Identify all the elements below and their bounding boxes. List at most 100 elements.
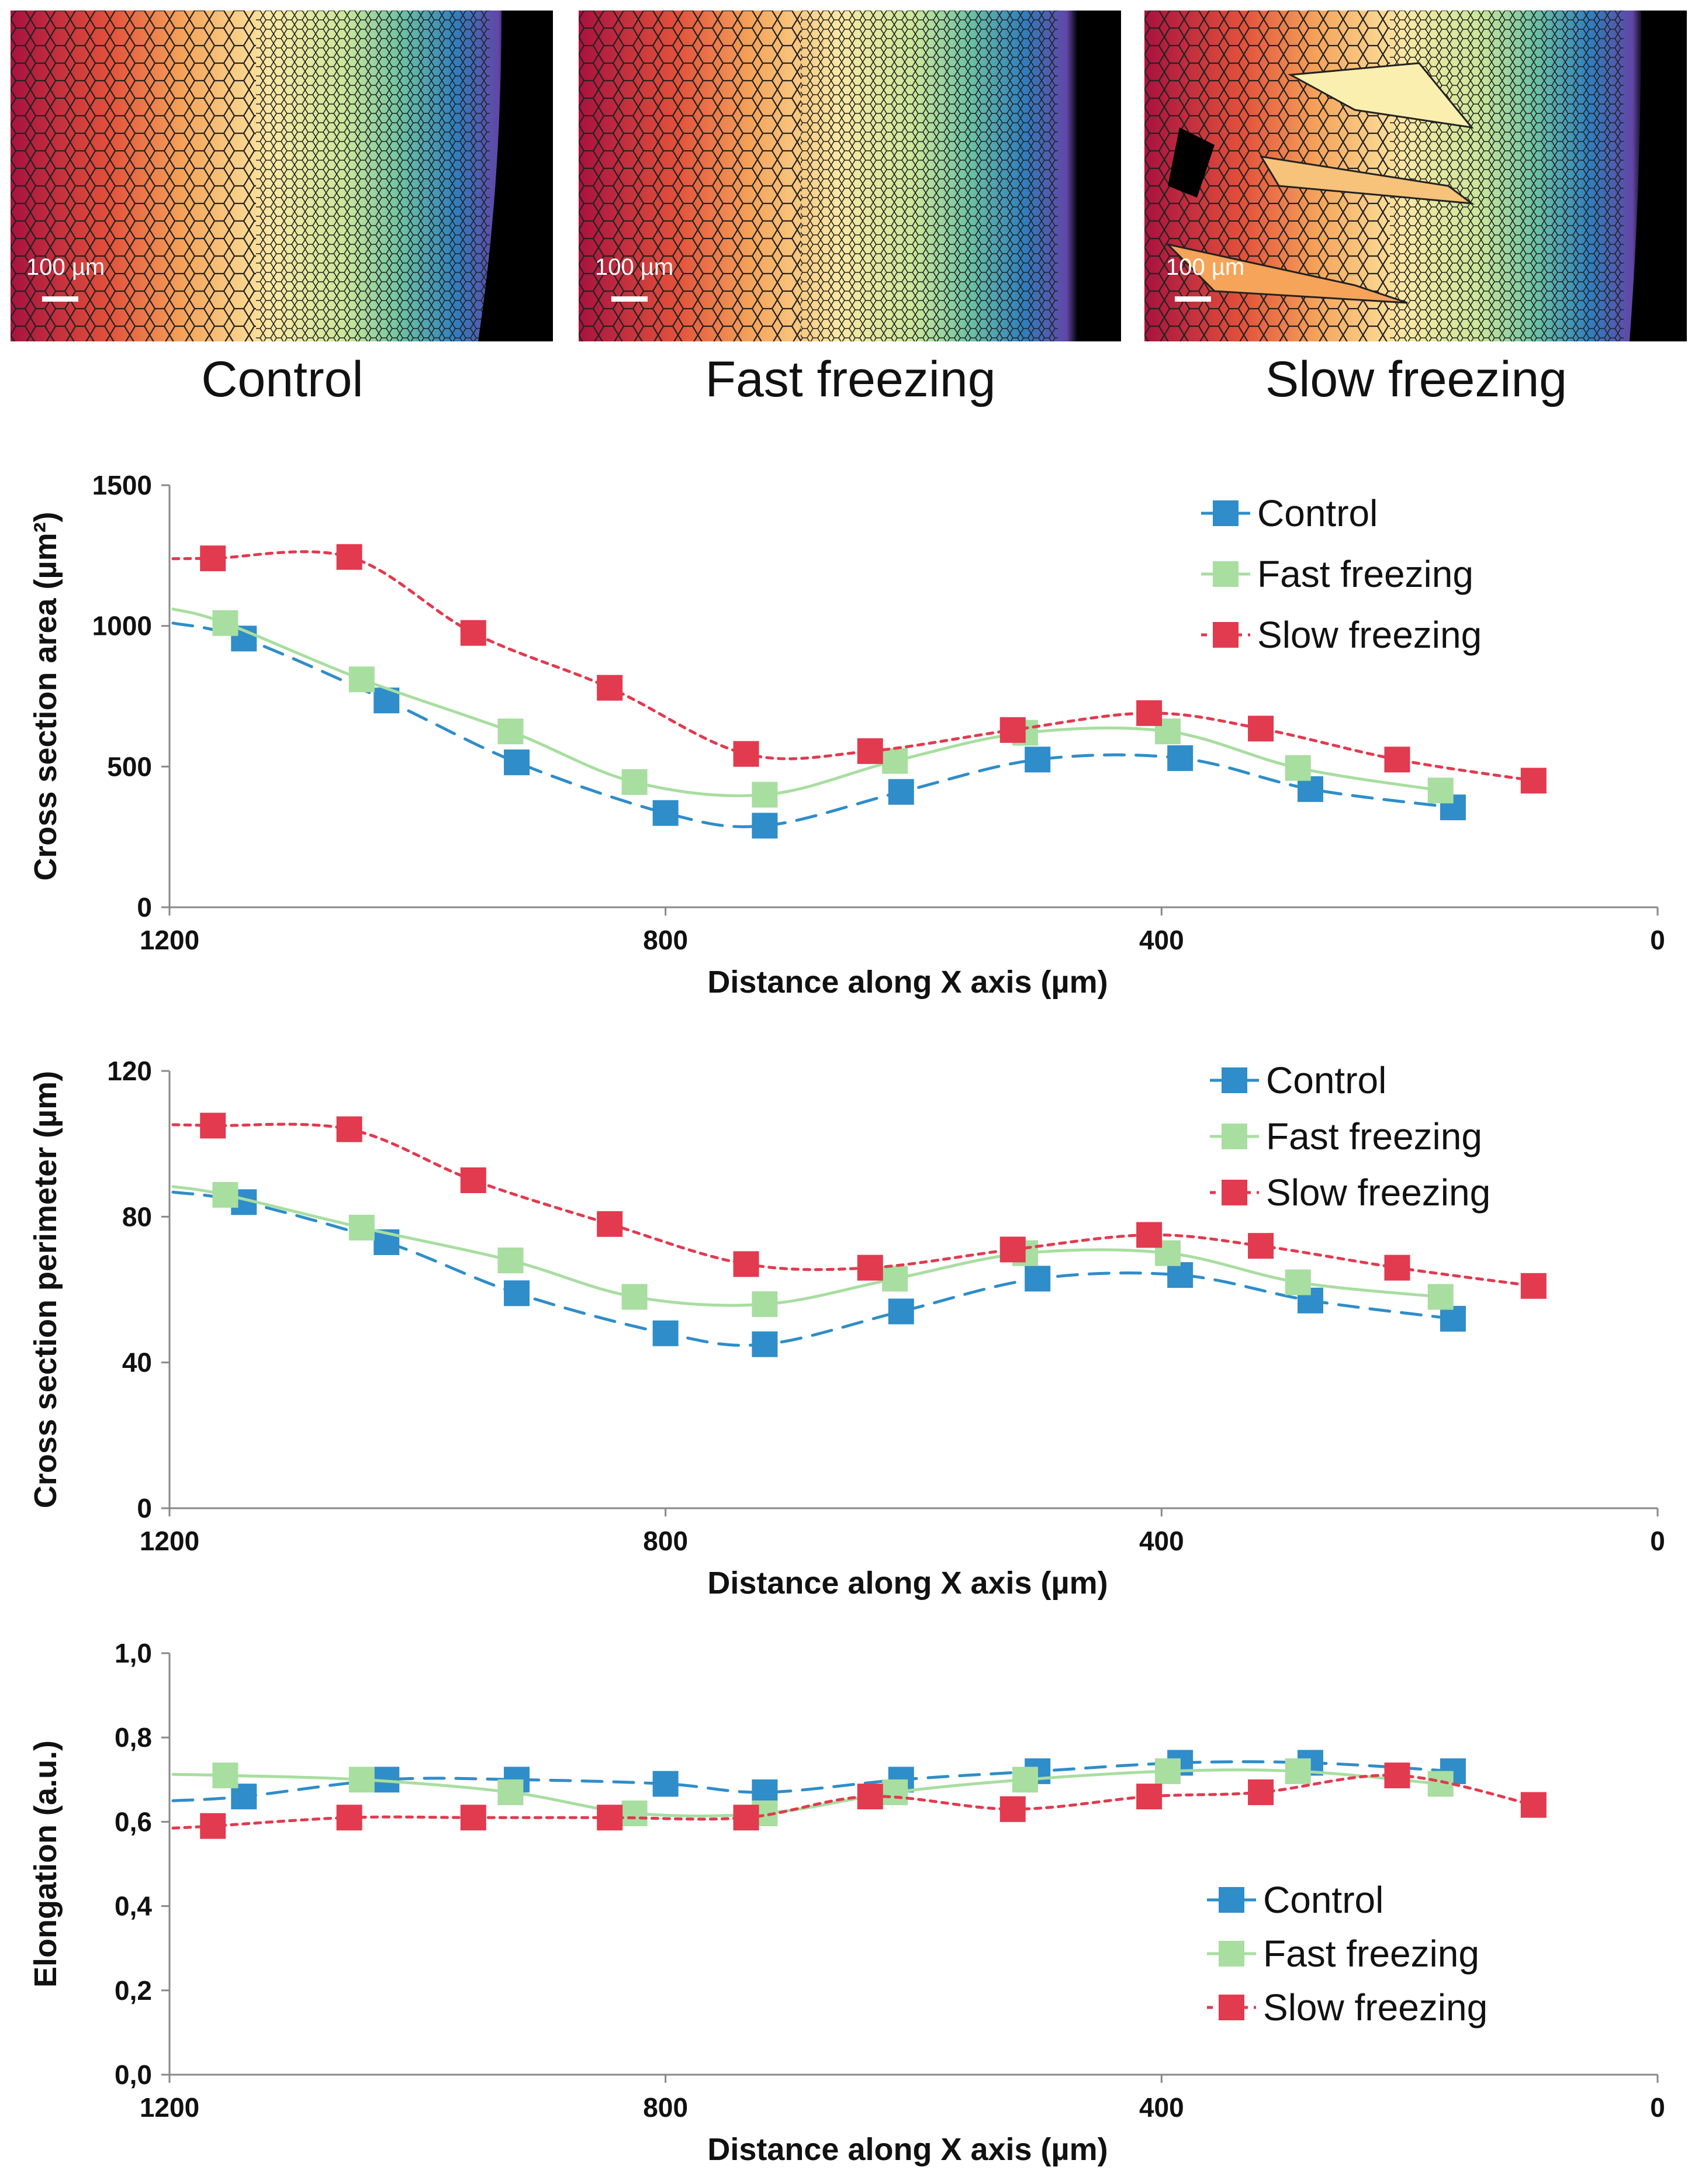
data-point-control — [504, 749, 530, 776]
data-point-fast-freezing — [621, 1284, 648, 1310]
x-tick-label: 1200 — [140, 925, 199, 955]
y-tick-label: 120 — [107, 1056, 152, 1086]
data-point-control — [652, 1771, 679, 1797]
y-tick-label: 1,0 — [115, 1638, 152, 1668]
data-point-control — [1440, 1305, 1466, 1332]
legend-marker — [1222, 1180, 1247, 1205]
data-point-slow-freezing — [597, 675, 623, 701]
scale-bar-control — [42, 296, 78, 302]
data-point-fast-freezing — [348, 1767, 375, 1793]
data-point-fast-freezing — [497, 1247, 524, 1274]
data-point-fast-freezing — [1285, 755, 1311, 781]
data-point-fast-freezing — [348, 1215, 375, 1241]
y-tick-label: 0,8 — [115, 1722, 152, 1753]
data-point-slow-freezing — [733, 1251, 759, 1277]
y-tick-label: 0,6 — [115, 1806, 152, 1837]
data-point-fast-freezing — [1427, 1284, 1454, 1310]
legend-marker — [1222, 1124, 1247, 1149]
x-tick-label: 1200 — [140, 1526, 199, 1556]
data-point-slow-freezing — [200, 1813, 226, 1839]
data-point-slow-freezing — [733, 1805, 759, 1831]
x-tick-label: 400 — [1139, 2092, 1184, 2123]
data-point-slow-freezing — [1384, 747, 1410, 773]
micrograph-fast-freezing — [579, 11, 1121, 341]
data-point-slow-freezing — [460, 1805, 486, 1831]
data-point-control — [1025, 1266, 1051, 1292]
data-point-slow-freezing — [460, 620, 486, 646]
data-point-slow-freezing — [200, 545, 226, 572]
data-point-slow-freezing — [1248, 716, 1274, 742]
legend-label: Slow freezing — [1263, 1986, 1488, 2029]
legend-marker — [1219, 1887, 1244, 1913]
data-point-slow-freezing — [1248, 1233, 1274, 1259]
x-axis-title: Distance along X axis (µm) — [707, 2132, 1108, 2167]
x-tick-label: 400 — [1139, 925, 1184, 955]
data-point-fast-freezing — [497, 718, 524, 745]
data-point-fast-freezing — [1012, 1767, 1038, 1793]
data-point-slow-freezing — [597, 1805, 623, 1831]
data-point-fast-freezing — [1285, 1758, 1311, 1784]
data-point-control — [888, 779, 914, 805]
data-point-fast-freezing — [882, 748, 908, 774]
data-point-control — [752, 813, 778, 839]
data-point-fast-freezing — [348, 666, 375, 693]
y-tick-label: 0 — [137, 892, 152, 922]
data-point-slow-freezing — [857, 738, 883, 764]
data-point-fast-freezing — [882, 1779, 908, 1805]
data-point-fast-freezing — [1427, 1771, 1454, 1797]
data-point-slow-freezing — [857, 1255, 883, 1281]
y-tick-label: 0,4 — [115, 1891, 152, 1922]
data-point-slow-freezing — [1520, 1273, 1547, 1299]
micrograph-slow-freezing — [1144, 11, 1687, 341]
y-tick-label: 500 — [107, 751, 152, 782]
data-point-fast-freezing — [882, 1266, 908, 1292]
caption-slow-freezing: Slow freezing — [1265, 351, 1568, 407]
y-axis-title: Cross section perimeter (µm) — [28, 1071, 63, 1508]
data-point-fast-freezing — [621, 769, 648, 795]
x-tick-label: 800 — [643, 925, 688, 955]
legend-label: Slow freezing — [1266, 1172, 1490, 1214]
data-point-control — [888, 1298, 914, 1325]
caption-fast-freezing: Fast freezing — [705, 351, 996, 407]
legend-label: Control — [1266, 1059, 1386, 1101]
data-point-slow-freezing — [336, 1805, 362, 1831]
y-tick-label: 1500 — [92, 470, 152, 500]
data-point-control — [1025, 747, 1051, 773]
data-point-control — [1167, 745, 1194, 771]
data-point-fast-freezing — [212, 610, 238, 636]
y-axis-title: Elongation (a.u.) — [28, 1740, 63, 1988]
data-point-control — [1167, 1262, 1194, 1288]
x-tick-label: 1200 — [140, 2092, 199, 2123]
data-point-fast-freezing — [752, 1291, 778, 1317]
legend-marker — [1219, 1995, 1244, 2020]
data-point-fast-freezing — [621, 1800, 648, 1826]
series-line-fast-freezing — [171, 607, 1443, 797]
caption-control: Control — [201, 351, 364, 407]
x-tick-label: 400 — [1139, 1526, 1184, 1556]
data-point-slow-freezing — [1136, 1222, 1163, 1248]
data-point-slow-freezing — [336, 1116, 362, 1142]
y-tick-label: 80 — [122, 1201, 152, 1232]
x-tick-label: 0 — [1650, 1526, 1665, 1556]
data-point-slow-freezing — [597, 1211, 623, 1237]
legend-label: Slow freezing — [1257, 614, 1482, 656]
x-tick-label: 800 — [643, 1526, 688, 1556]
data-point-control — [752, 1331, 778, 1357]
scale-bar-label-slow: 100 µm — [1166, 254, 1245, 280]
y-tick-label: 1000 — [92, 611, 152, 641]
cell-mosaic-fast — [579, 11, 1121, 341]
chart-3: 0,0 0,2 0,4 0,6 0,8 1,0 1200 800 400 0 Distance al… — [28, 1638, 1665, 2167]
data-point-slow-freezing — [1248, 1779, 1274, 1805]
x-tick-label: 800 — [643, 2092, 688, 2123]
y-axis-title: Cross section area (µm²) — [28, 512, 63, 880]
legend-label: Control — [1257, 492, 1378, 534]
legend-marker — [1213, 500, 1239, 526]
data-point-slow-freezing — [200, 1112, 226, 1139]
data-point-slow-freezing — [999, 1796, 1026, 1822]
data-point-control — [504, 1280, 530, 1307]
data-point-slow-freezing — [1520, 768, 1547, 794]
chart-2: 0 40 80 120 1200 800 400 0 Distance along X axis… — [28, 1056, 1665, 1601]
data-point-slow-freezing — [733, 741, 759, 767]
data-point-fast-freezing — [212, 1763, 238, 1789]
